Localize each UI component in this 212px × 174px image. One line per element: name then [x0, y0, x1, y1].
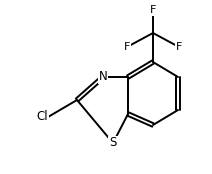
Text: N: N [99, 70, 107, 84]
Text: Cl: Cl [36, 110, 48, 124]
Text: F: F [176, 42, 182, 52]
Text: F: F [150, 5, 156, 15]
Text: S: S [109, 136, 117, 149]
Text: F: F [124, 42, 130, 52]
